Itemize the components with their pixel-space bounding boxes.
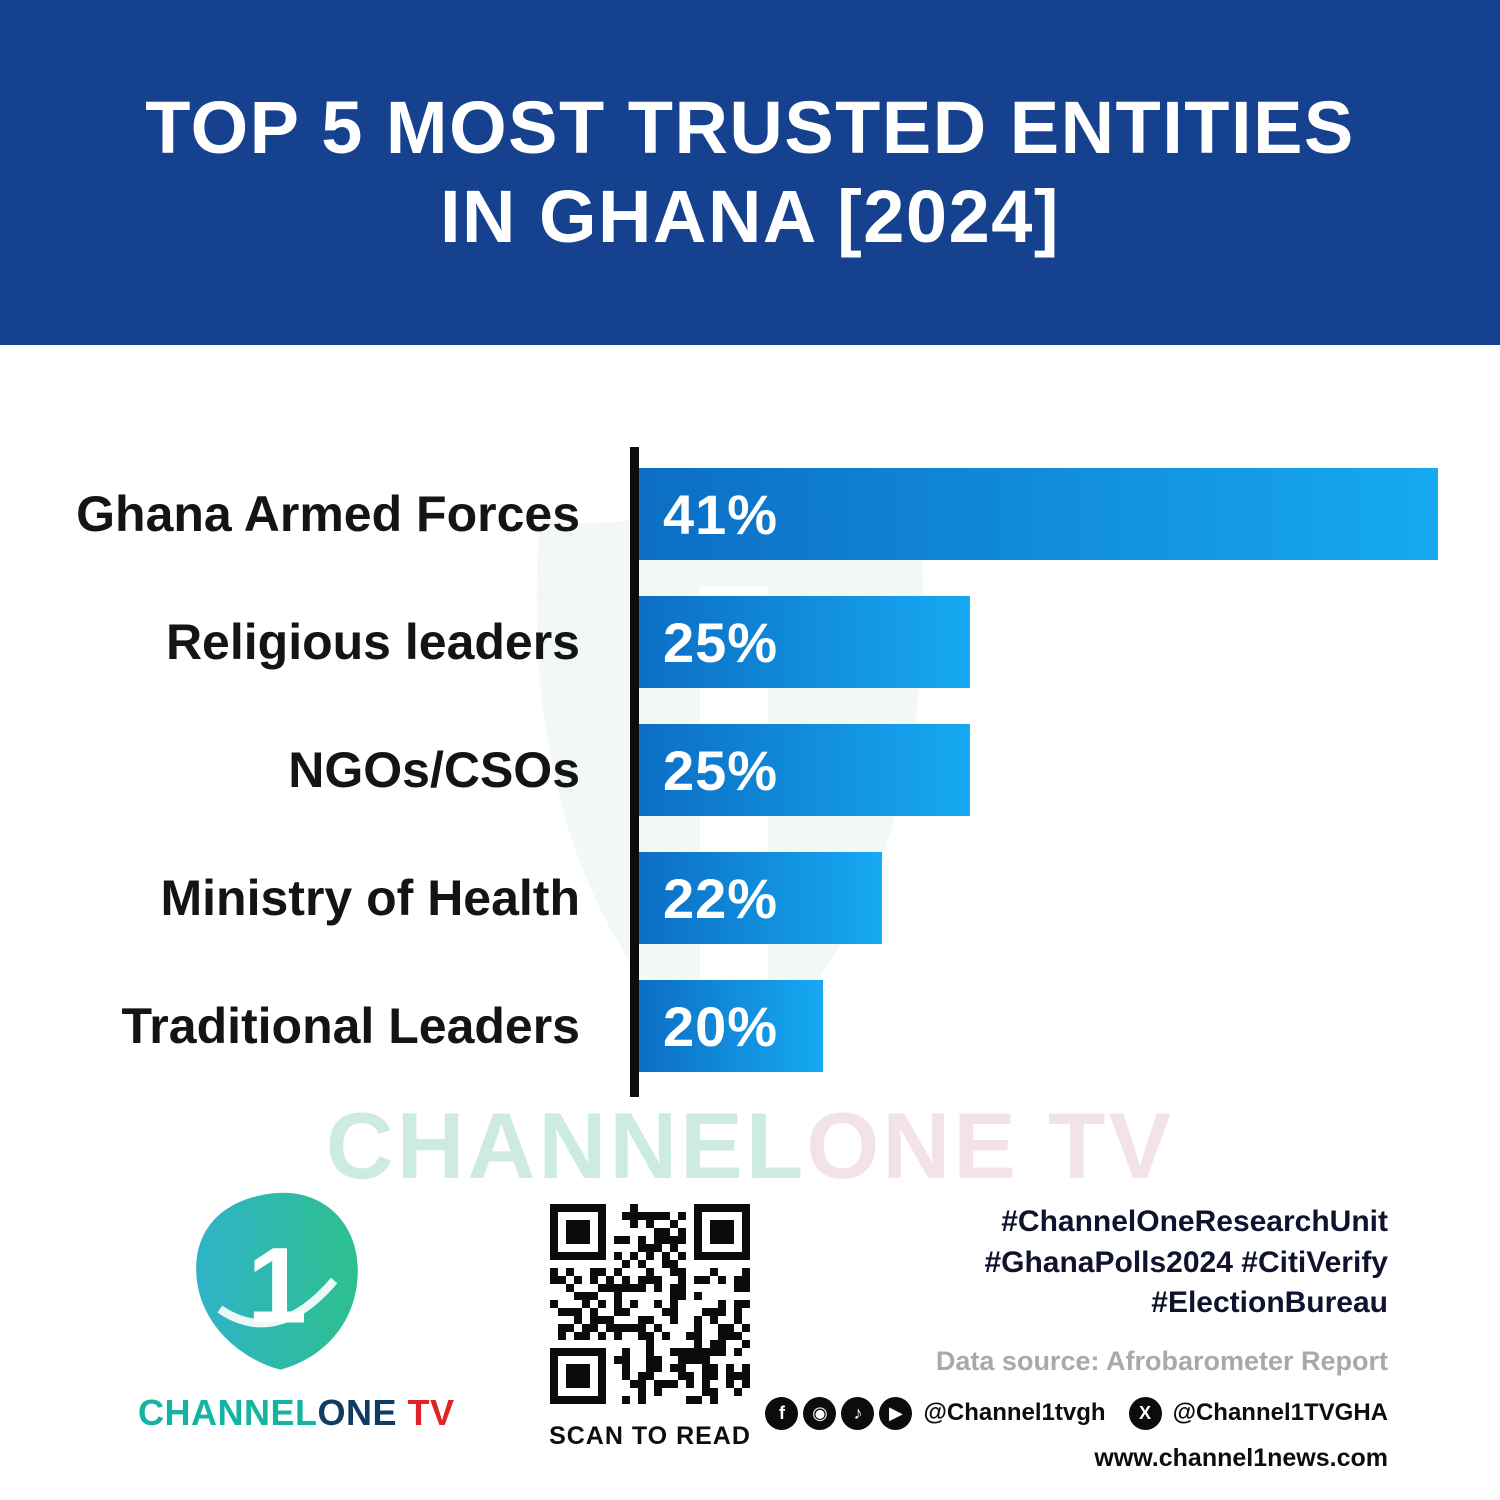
website-url: www.channel1news.com [1094, 1443, 1388, 1472]
bar: 25% [639, 596, 970, 688]
bar-value-label: 41% [663, 482, 779, 546]
bar-value-label: 20% [663, 994, 779, 1058]
chart-row: Ministry of Health 22% [0, 852, 1500, 944]
chart-row: Ghana Armed Forces 41% [0, 468, 1500, 560]
bar-value-label: 25% [663, 738, 779, 802]
page-title-line-1: TOP 5 MOST TRUSTED ENTITIES [145, 85, 1355, 169]
category-label: Religious leaders [165, 614, 580, 670]
bar-chart: Ghana Armed Forces 41% Religious leaders 25… [0, 468, 1500, 1108]
chart-axis-line [630, 447, 639, 1097]
channel-one-watermark: CHANNELONE TV [0, 1092, 1500, 1200]
page-title-line-2: IN GHANA [2024] [439, 174, 1061, 258]
bar-value-label: 25% [663, 610, 779, 674]
bar: 41% [639, 468, 1438, 560]
category-label: Ministry of Health [160, 870, 580, 926]
hashtag-line-1: #ChannelOneResearchUnit [1001, 1205, 1388, 1238]
category-label: NGOs/CSOs [288, 742, 580, 798]
instagram-icon: ◉ [803, 1396, 837, 1430]
watermark-part-2: ONE TV [806, 1093, 1175, 1198]
footer-info-block: #ChannelOneResearchUnit #GhanaPolls2024 … [765, 1202, 1388, 1473]
social-handle-main: @Channel1tvgh [923, 1399, 1106, 1426]
social-row: f ◉ ♪ ▶ @Channel1tvgh X @Channel1TVGHA [765, 1396, 1388, 1430]
data-source-note: Data source: Afrobarometer Report [935, 1345, 1388, 1376]
channel-one-logo-icon: 1 [192, 1188, 362, 1378]
svg-text:1: 1 [247, 1226, 307, 1346]
chart-row: NGOs/CSOs 25% [0, 724, 1500, 816]
facebook-icon: f [765, 1396, 799, 1430]
wordmark-channel: CHANNEL [138, 1392, 318, 1433]
youtube-icon: ▶ [879, 1396, 913, 1430]
bar-value-label: 22% [663, 866, 779, 930]
bar: 22% [639, 852, 882, 944]
watermark-part-1: CHANNEL [325, 1093, 807, 1198]
x-twitter-icon: X [1128, 1396, 1162, 1430]
wordmark-tv: TV [397, 1392, 455, 1433]
bar: 20% [639, 980, 823, 1072]
social-handle-x: @Channel1TVGHA [1172, 1399, 1388, 1426]
bar: 25% [639, 724, 970, 816]
category-label: Ghana Armed Forces [76, 486, 580, 542]
qr-caption: SCAN TO READ [549, 1422, 751, 1450]
qr-section: SCAN TO READ [546, 1200, 754, 1451]
header-banner: TOP 5 MOST TRUSTED ENTITIES IN GHANA [20… [0, 0, 1500, 345]
chart-row: Religious leaders 25% [0, 596, 1500, 688]
wordmark-one: ONE [317, 1392, 398, 1433]
tiktok-icon: ♪ [841, 1396, 875, 1430]
channel-one-wordmark: CHANNELONE TV [138, 1392, 455, 1434]
hashtag-line-2: #GhanaPolls2024 #CitiVerify [984, 1245, 1388, 1279]
chart-row: Traditional Leaders 20% [0, 980, 1500, 1072]
category-label: Traditional Leaders [121, 998, 580, 1054]
hashtag-line-3: #ElectionBureau [1151, 1286, 1388, 1319]
qr-code [546, 1200, 754, 1408]
